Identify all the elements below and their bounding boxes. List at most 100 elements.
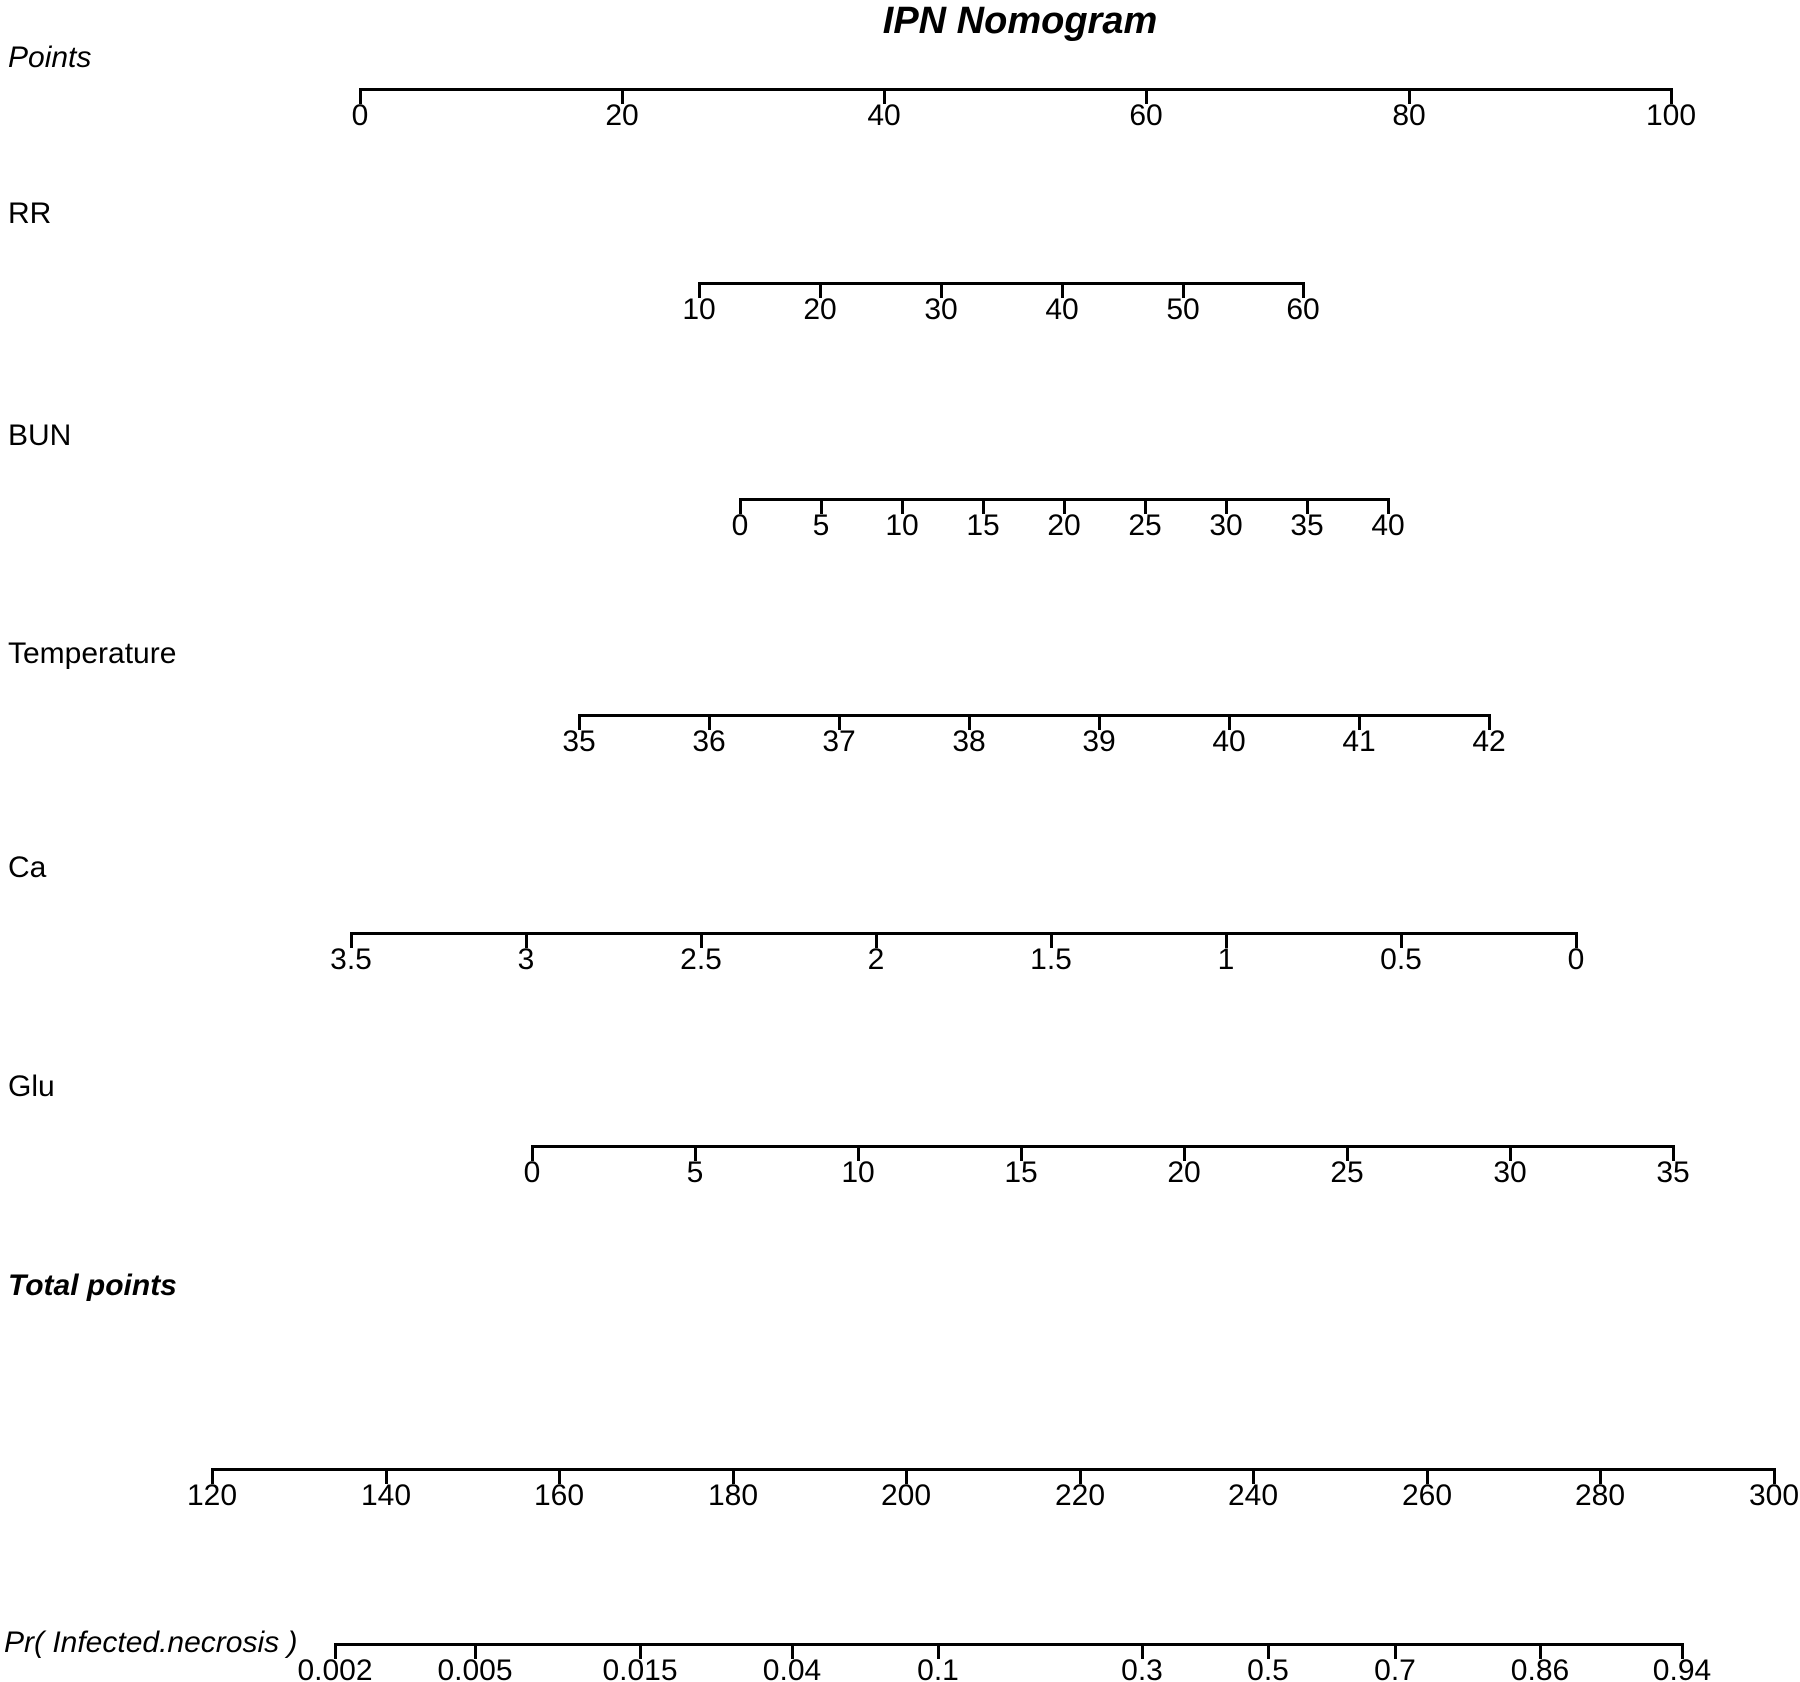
tick-label-points: 40: [867, 99, 901, 132]
tick-label-total-points: 140: [360, 1479, 412, 1512]
tick-label-total-points: 300: [1748, 1479, 1800, 1512]
axis-label-total-points: Total points: [8, 1269, 177, 1302]
tick-rr: [819, 282, 822, 298]
tick-label-pr-infected-necrosis: 0.86: [1510, 1654, 1570, 1682]
tick-points: [1670, 88, 1673, 104]
tick-label-total-points: 260: [1401, 1479, 1453, 1512]
tick-label-total-points: 200: [880, 1479, 932, 1512]
axis-line-points: [359, 88, 1673, 91]
tick-ca: [875, 932, 878, 948]
tick-bun: [982, 498, 985, 514]
tick-label-pr-infected-necrosis: 0.04: [762, 1654, 822, 1682]
tick-label-bun: 20: [1047, 509, 1081, 542]
tick-glu: [694, 1145, 697, 1161]
tick-ca: [1400, 932, 1403, 948]
tick-label-rr: 50: [1166, 293, 1200, 326]
tick-pr-infected-necrosis: [1539, 1643, 1542, 1659]
tick-label-total-points: 120: [186, 1479, 238, 1512]
tick-label-total-points: 180: [707, 1479, 759, 1512]
tick-temperature: [1228, 714, 1231, 730]
axis-line-ca: [350, 932, 1578, 935]
tick-rr: [698, 282, 701, 298]
tick-label-ca: 0.5: [1380, 943, 1422, 976]
tick-label-pr-infected-necrosis: 0.002: [297, 1654, 373, 1682]
tick-temperature: [708, 714, 711, 730]
tick-bun: [1387, 498, 1390, 514]
tick-temperature: [578, 714, 581, 730]
tick-label-pr-infected-necrosis: 0.5: [1247, 1654, 1289, 1682]
tick-bun: [901, 498, 904, 514]
tick-label-bun: 10: [885, 509, 919, 542]
tick-label-ca: 2.5: [680, 943, 722, 976]
tick-label-ca: 0: [1567, 943, 1585, 976]
tick-label-glu: 15: [1004, 1156, 1038, 1189]
tick-label-glu: 25: [1330, 1156, 1364, 1189]
tick-rr: [1061, 282, 1064, 298]
tick-bun: [739, 498, 742, 514]
tick-label-total-points: 280: [1574, 1479, 1626, 1512]
axis-label-pr-infected-necrosis: Pr( Infected.necrosis ): [4, 1626, 298, 1659]
tick-total-points: [385, 1468, 388, 1484]
tick-ca: [1575, 932, 1578, 948]
axis-label-ca: Ca: [8, 851, 47, 884]
tick-pr-infected-necrosis: [334, 1643, 337, 1659]
tick-points: [1408, 88, 1411, 104]
tick-bun: [1225, 498, 1228, 514]
tick-glu: [1509, 1145, 1512, 1161]
tick-label-pr-infected-necrosis: 0.94: [1652, 1654, 1712, 1682]
tick-label-bun: 15: [966, 509, 1000, 542]
tick-label-bun: 0: [731, 509, 749, 542]
tick-label-bun: 25: [1128, 509, 1162, 542]
tick-total-points: [1252, 1468, 1255, 1484]
tick-label-temperature: 36: [692, 725, 726, 758]
tick-temperature: [1358, 714, 1361, 730]
tick-total-points: [211, 1468, 214, 1484]
tick-label-rr: 10: [682, 293, 716, 326]
tick-label-pr-infected-necrosis: 0.1: [917, 1654, 959, 1682]
tick-glu: [531, 1145, 534, 1161]
tick-rr: [1182, 282, 1185, 298]
tick-total-points: [732, 1468, 735, 1484]
tick-label-pr-infected-necrosis: 0.3: [1121, 1654, 1163, 1682]
tick-ca: [700, 932, 703, 948]
tick-label-temperature: 42: [1472, 725, 1506, 758]
tick-glu: [857, 1145, 860, 1161]
tick-label-glu: 10: [841, 1156, 875, 1189]
tick-temperature: [1098, 714, 1101, 730]
tick-label-glu: 0: [523, 1156, 541, 1189]
tick-total-points: [1773, 1468, 1776, 1484]
tick-label-points: 100: [1645, 99, 1697, 132]
tick-label-pr-infected-necrosis: 0.005: [437, 1654, 513, 1682]
tick-ca: [1225, 932, 1228, 948]
axis-label-temperature: Temperature: [8, 637, 177, 670]
tick-label-points: 0: [351, 99, 369, 132]
tick-ca: [1050, 932, 1053, 948]
tick-label-ca: 3.5: [330, 943, 372, 976]
chart-title: IPN Nomogram: [882, 0, 1158, 42]
tick-label-temperature: 37: [822, 725, 856, 758]
axis-line-rr: [698, 282, 1305, 285]
tick-glu: [1346, 1145, 1349, 1161]
tick-rr: [1302, 282, 1305, 298]
tick-label-total-points: 220: [1054, 1479, 1106, 1512]
tick-pr-infected-necrosis: [791, 1643, 794, 1659]
tick-ca: [350, 932, 353, 948]
tick-points: [359, 88, 362, 104]
tick-total-points: [558, 1468, 561, 1484]
tick-glu: [1183, 1145, 1186, 1161]
axis-line-total-points: [211, 1468, 1776, 1471]
tick-total-points: [1079, 1468, 1082, 1484]
tick-label-temperature: 39: [1082, 725, 1116, 758]
tick-bun: [1063, 498, 1066, 514]
tick-points: [1145, 88, 1148, 104]
tick-pr-infected-necrosis: [1394, 1643, 1397, 1659]
tick-label-bun: 30: [1209, 509, 1243, 542]
tick-pr-infected-necrosis: [474, 1643, 477, 1659]
tick-label-ca: 1.5: [1030, 943, 1072, 976]
tick-label-glu: 35: [1656, 1156, 1690, 1189]
tick-label-points: 60: [1129, 99, 1163, 132]
tick-label-total-points: 240: [1227, 1479, 1279, 1512]
tick-pr-infected-necrosis: [1681, 1643, 1684, 1659]
tick-label-bun: 5: [812, 509, 830, 542]
tick-label-pr-infected-necrosis: 0.015: [602, 1654, 678, 1682]
